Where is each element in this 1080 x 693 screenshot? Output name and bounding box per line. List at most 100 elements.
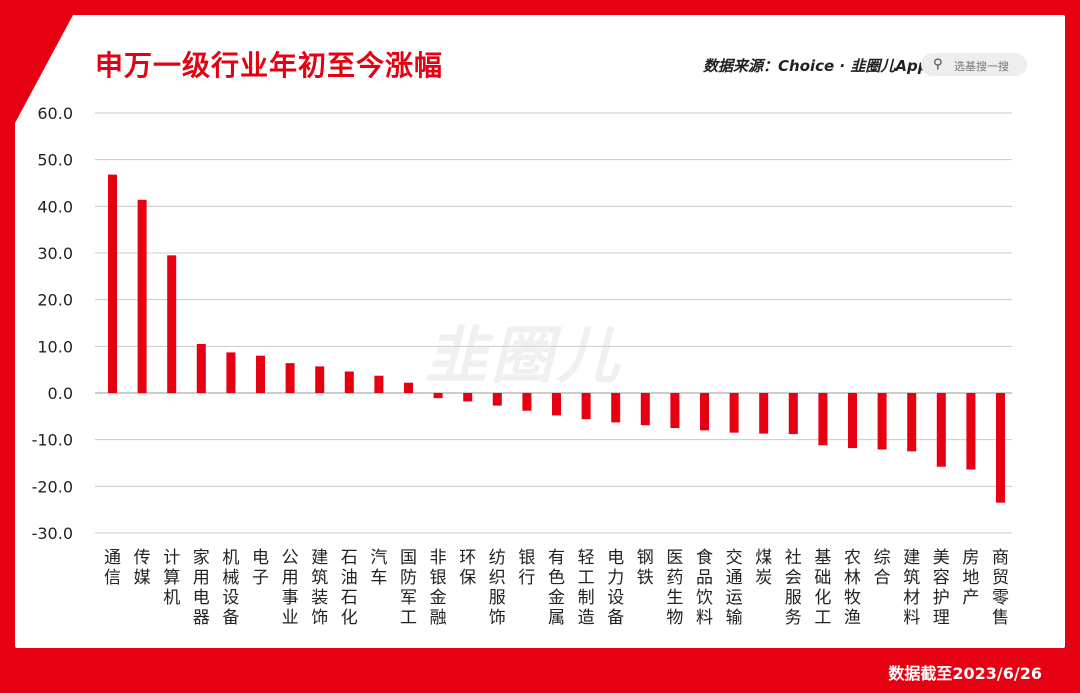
bar xyxy=(404,382,413,393)
bar xyxy=(966,393,976,470)
category-label: 纺 xyxy=(489,548,506,568)
category-label: 运 xyxy=(726,588,743,608)
bar xyxy=(581,393,591,420)
bar xyxy=(226,352,236,393)
y-tick-label: 20.0 xyxy=(37,291,73,310)
category-label: 饰 xyxy=(311,608,328,628)
search-placeholder: 选基搜一搜 xyxy=(954,60,1009,73)
category-label: 生 xyxy=(666,588,683,608)
bar xyxy=(196,344,206,393)
search-box[interactable]: ⚲ 选基搜一搜 xyxy=(921,53,1027,76)
category-label: 建 xyxy=(311,548,328,568)
bar xyxy=(108,174,117,393)
bar xyxy=(492,393,502,406)
category-label: 设 xyxy=(222,588,239,608)
category-label: 保 xyxy=(459,568,476,588)
category-label: 基 xyxy=(814,548,831,568)
category-label: 产 xyxy=(962,588,979,608)
bar xyxy=(996,393,1005,503)
corner-decoration xyxy=(15,15,73,123)
category-label: 铁 xyxy=(637,568,654,588)
y-tick-label: -10.0 xyxy=(32,431,73,450)
category-label: 品 xyxy=(696,568,713,588)
y-tick-label: 40.0 xyxy=(37,197,73,216)
category-label: 械 xyxy=(222,568,239,588)
bar xyxy=(818,393,828,446)
bar xyxy=(137,199,147,393)
date-note: 数据截至2023/6/26 xyxy=(888,664,1042,683)
category-label: 护 xyxy=(933,588,950,608)
category-label: 设 xyxy=(607,588,624,608)
category-label: 社 xyxy=(785,548,802,568)
category-label: 事 xyxy=(282,588,299,608)
category-label: 交 xyxy=(726,548,743,568)
bar xyxy=(670,393,680,428)
category-label: 信 xyxy=(104,568,121,588)
category-label: 合 xyxy=(874,568,891,588)
bar xyxy=(285,363,295,393)
category-label: 装 xyxy=(311,588,328,608)
data-source: 数据来源：Choice · 韭圈儿App xyxy=(703,57,929,75)
category-label: 备 xyxy=(222,608,239,628)
category-label: 筑 xyxy=(903,568,920,588)
category-label: 色 xyxy=(548,568,565,588)
bar xyxy=(256,355,265,393)
category-label: 工 xyxy=(814,608,831,628)
category-label: 电 xyxy=(252,548,269,568)
bar xyxy=(848,393,857,449)
category-label: 服 xyxy=(785,588,802,608)
category-label: 服 xyxy=(489,588,506,608)
category-label: 建 xyxy=(903,548,920,568)
category-label: 属 xyxy=(548,608,565,628)
category-label: 林 xyxy=(844,568,861,588)
category-label: 银 xyxy=(430,568,447,588)
y-tick-label: 60.0 xyxy=(37,104,73,123)
category-label: 子 xyxy=(252,568,269,588)
category-label: 制 xyxy=(578,588,595,608)
page-title: 申万一级行业年初至今涨幅 xyxy=(95,49,444,82)
category-label: 物 xyxy=(666,608,683,628)
category-label: 饰 xyxy=(489,608,506,628)
category-label: 银 xyxy=(518,548,535,568)
category-label: 行 xyxy=(518,568,535,588)
category-label: 机 xyxy=(222,548,239,568)
category-label: 料 xyxy=(696,608,713,628)
category-label: 贸 xyxy=(992,568,1009,588)
category-label: 车 xyxy=(370,568,387,588)
category-label: 材 xyxy=(903,588,920,608)
category-label: 用 xyxy=(193,568,210,588)
y-tick-label: -30.0 xyxy=(32,524,73,543)
category-label: 公 xyxy=(282,548,299,568)
bar xyxy=(315,366,325,393)
category-label: 通 xyxy=(104,548,121,568)
category-label: 医 xyxy=(666,548,683,568)
category-label: 钢 xyxy=(637,548,654,568)
bar xyxy=(936,393,946,467)
category-label: 备 xyxy=(607,608,624,628)
category-label: 牧 xyxy=(844,588,861,608)
category-label: 综 xyxy=(874,548,891,568)
category-label: 业 xyxy=(282,608,299,628)
chart-panel xyxy=(15,15,1065,648)
category-label: 容 xyxy=(933,568,950,588)
category-label: 汽 xyxy=(370,548,387,568)
category-label: 器 xyxy=(193,608,210,628)
bar xyxy=(700,393,709,431)
category-label: 机 xyxy=(163,588,180,608)
category-label: 环 xyxy=(459,548,476,568)
bar xyxy=(788,393,798,435)
category-label: 力 xyxy=(607,568,624,588)
category-label: 金 xyxy=(548,588,565,608)
category-label: 石 xyxy=(341,548,358,568)
category-label: 会 xyxy=(785,568,802,588)
category-label: 有 xyxy=(548,548,565,568)
search-icon: ⚲ xyxy=(933,57,943,72)
category-label: 油 xyxy=(341,568,358,588)
category-label: 国 xyxy=(400,548,417,568)
bar xyxy=(167,255,177,393)
category-label: 商 xyxy=(992,548,1009,568)
category-label: 媒 xyxy=(134,568,151,588)
category-label: 食 xyxy=(696,548,713,568)
bar xyxy=(759,393,769,434)
